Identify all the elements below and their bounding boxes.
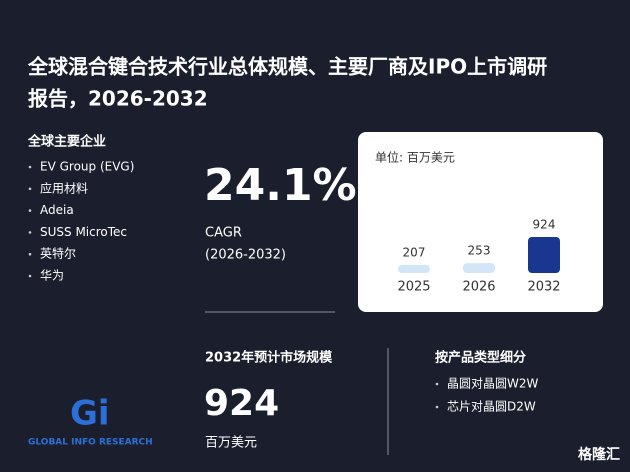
bar-chart: 207 2025 253 2026 924 2032 bbox=[397, 218, 560, 295]
segment-list: 晶圆对晶圆W2W 芯片对晶圆D2W bbox=[435, 377, 539, 414]
segments-heading: 按产品类型细分 bbox=[435, 350, 526, 366]
companies-heading: 全球主要企业 bbox=[27, 134, 106, 150]
list-item: 芯片对晶圆D2W bbox=[447, 400, 536, 414]
value-label: 253 bbox=[468, 244, 491, 258]
bullet bbox=[435, 405, 439, 409]
bullet bbox=[28, 165, 32, 169]
cagr-label: CAGR bbox=[205, 226, 242, 241]
x-tick-label: 2032 bbox=[527, 280, 560, 295]
list-item: Adeia bbox=[40, 203, 74, 217]
list-item: 英特尔 bbox=[40, 246, 76, 261]
logo-mark: Gi bbox=[70, 394, 110, 434]
x-tick-label: 2025 bbox=[397, 280, 430, 295]
watermark: 格隆汇 bbox=[578, 446, 620, 463]
list-item: 应用材料 bbox=[40, 180, 88, 195]
unit-label: 单位: 百万美元 bbox=[375, 150, 455, 165]
bullet bbox=[28, 231, 32, 234]
title-line: 报告，2026-2032 bbox=[28, 87, 208, 111]
list-item: 华为 bbox=[40, 269, 64, 283]
list-item: SUSS MicroTec bbox=[40, 225, 127, 239]
company-list: EV Group (EVG) 应用材料 Adeia SUSS MicroTec 英特尔华… bbox=[28, 160, 134, 283]
list-item: EV Group (EVG) bbox=[40, 160, 134, 174]
logo-name: GLOBAL INFO RESEARCH bbox=[28, 438, 153, 448]
bullet bbox=[28, 274, 32, 278]
value-label: 207 bbox=[403, 245, 426, 259]
bar bbox=[528, 237, 560, 273]
x-tick-label: 2026 bbox=[462, 280, 495, 295]
bullet bbox=[435, 382, 439, 386]
cagr-value: 24.1% bbox=[204, 160, 357, 211]
market-heading: 2032年预计市场规模 bbox=[205, 350, 333, 366]
market-value: 924 bbox=[204, 383, 279, 424]
value-label: 924 bbox=[533, 218, 556, 232]
bullet bbox=[28, 209, 32, 212]
market-unit: 百万美元 bbox=[205, 436, 257, 451]
bar bbox=[463, 263, 495, 273]
list-item: 晶圆对晶圆W2W bbox=[447, 377, 539, 391]
bar bbox=[398, 264, 430, 273]
bullet bbox=[28, 252, 32, 256]
bullet bbox=[28, 187, 32, 191]
cagr-period: (2026-2032) bbox=[205, 248, 286, 263]
title-line: 全球混合键合技术行业总体规模、主要厂商及IPO上市调研 bbox=[27, 55, 547, 79]
